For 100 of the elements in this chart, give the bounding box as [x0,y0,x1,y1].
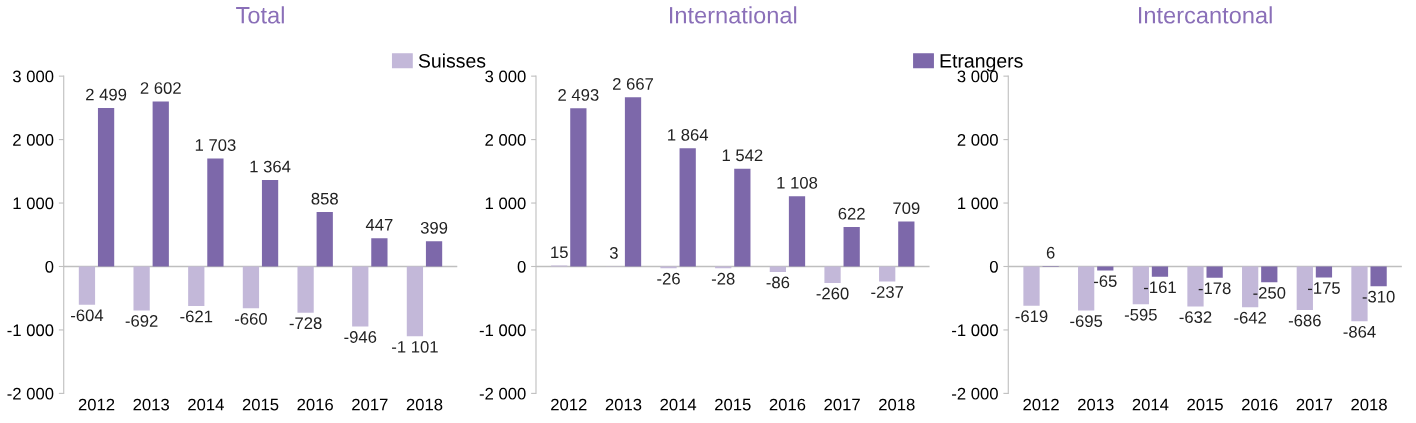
bar [242,266,260,309]
data-label: 15 [551,246,568,259]
bar [371,238,388,267]
data-label: -595 [1124,308,1157,321]
x-tick-label: 2016 [769,398,806,411]
data-label: 1 364 [250,160,291,173]
x-tick-label: 2017 [824,398,860,411]
bar [570,108,587,267]
x-tick-label: 2015 [1187,398,1223,411]
x-tick-label: 2012 [78,398,115,411]
legend-label: Etrangers [940,54,1023,72]
data-label: 1 542 [722,149,763,162]
x-tick-label: 2014 [1132,398,1169,411]
y-tick-label: 0 [517,260,526,273]
x-tick-label: 2014 [660,398,697,411]
data-label: -26 [657,272,680,285]
x-tick-label: 2016 [297,398,333,411]
bar [898,221,915,267]
bar [188,266,205,306]
y-tick-label: -2 000 [479,387,526,400]
data-label: -65 [1094,275,1117,288]
x-tick-label: 2015 [242,398,279,411]
bar [78,266,96,305]
bar [297,266,314,313]
x-tick-label: 2013 [605,398,642,411]
bar [425,241,443,267]
bar [261,179,279,267]
x-tick-label: 2016 [1242,398,1278,411]
bar [769,266,787,272]
y-tick-label: 1 000 [958,197,998,210]
y-tick-label: -1 000 [952,324,998,337]
data-label: -161 [1144,281,1176,294]
y-tick-label: 3 000 [485,70,526,83]
y-tick-label: 2 000 [957,133,998,146]
y-tick-label: 3 000 [957,70,998,83]
bar [406,266,424,337]
bar [152,101,169,267]
x-tick-label: 2018 [1351,398,1387,411]
bar [207,158,224,267]
data-label: 2 667 [613,78,654,90]
data-label: -86 [766,276,790,289]
data-label: -864 [1343,325,1376,338]
y-tick-label: -1 000 [7,324,54,337]
x-tick-label: 2014 [188,398,224,411]
x-tick-label: 2017 [352,398,388,411]
data-label: 858 [311,192,338,205]
data-label: -1 101 [392,340,438,353]
y-tick-label: -1 000 [479,324,526,337]
data-label: -946 [344,331,377,343]
data-label: 709 [893,202,920,215]
y-tick-label: 1 000 [485,197,526,210]
y-tick-label: 1 000 [13,197,54,210]
y-tick-label: -2 000 [7,387,54,400]
data-label: 2 602 [140,82,181,94]
data-label: -604 [71,309,104,322]
y-tick-label: -2 000 [952,387,998,400]
x-tick-label: 2017 [1296,398,1333,411]
y-tick-label: 0 [989,260,998,273]
bar [734,168,751,267]
bar [97,107,115,267]
x-tick-label: 2015 [715,398,751,411]
chart-title: Total [236,6,284,24]
data-label: -175 [1308,282,1340,294]
y-tick-label: 2 000 [13,133,54,146]
x-tick-label: 2012 [551,398,587,411]
data-label: -728 [289,317,322,330]
bar [352,266,369,327]
data-label: 622 [838,207,865,220]
data-label: -660 [235,312,267,325]
x-tick-label: 2018 [406,398,443,411]
data-label: 1 108 [777,176,818,189]
bar [133,266,150,311]
data-label: -619 [1015,310,1048,323]
data-label: 1 864 [668,128,709,141]
bar [316,212,333,267]
data-label: -237 [871,286,904,298]
data-label: -178 [1198,282,1231,295]
data-label: -310 [1362,290,1395,303]
data-label: -632 [1179,311,1212,323]
x-tick-label: 2018 [879,398,915,411]
chart-title: International [669,6,797,24]
data-label: 447 [365,219,393,231]
data-label: 6 [1046,246,1055,259]
y-tick-label: 0 [45,260,54,273]
data-label: 399 [420,221,448,234]
x-tick-label: 2013 [133,398,169,411]
data-label: -642 [1234,311,1266,324]
bar [843,227,860,267]
data-label: -695 [1070,315,1103,327]
data-label: -686 [1288,314,1321,327]
data-label: 2 493 [558,89,599,101]
bar [879,266,896,282]
bar [824,266,841,283]
data-label: -250 [1253,286,1286,299]
chart-title: Intercantonal [1138,6,1272,24]
legend-label: Suisses [418,53,486,68]
bar [679,148,696,267]
y-tick-label: 3 000 [12,70,54,83]
data-label: -621 [180,310,213,323]
bar [624,97,642,267]
